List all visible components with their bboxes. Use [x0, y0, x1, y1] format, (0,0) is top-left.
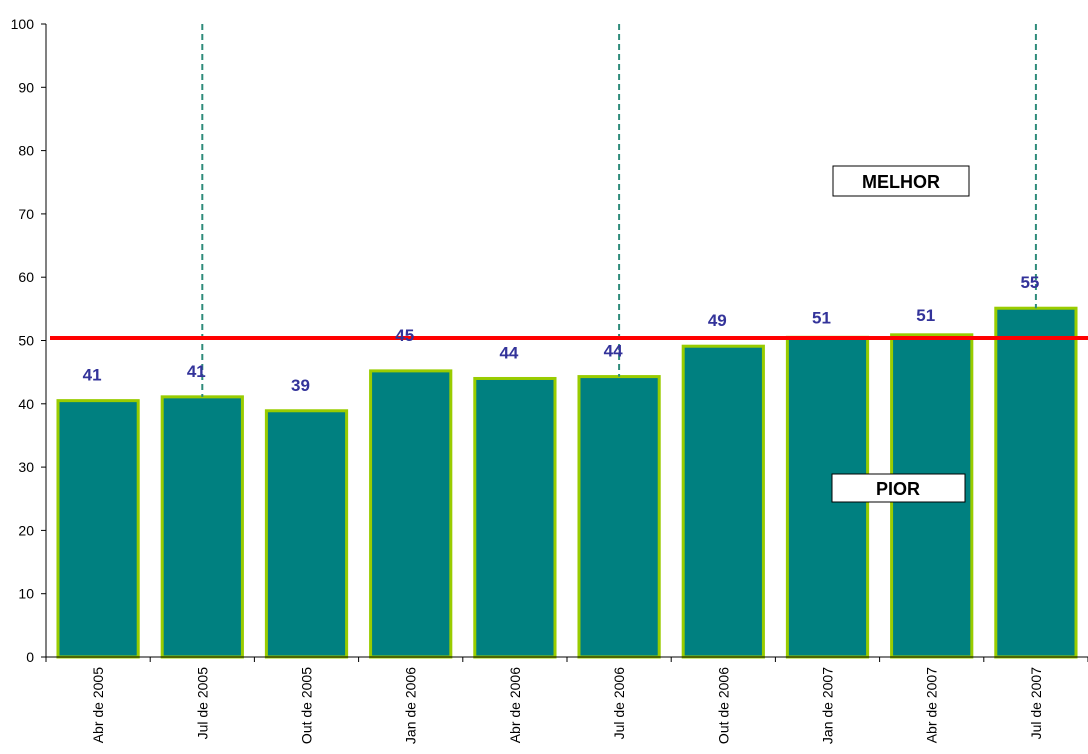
data-label: 49	[708, 311, 727, 330]
bar	[681, 344, 765, 659]
bar	[994, 306, 1078, 659]
y-tick-label: 70	[18, 206, 34, 222]
annotation-better-label: MELHOR	[862, 172, 940, 192]
data-label: 55	[1020, 273, 1039, 292]
x-tick-label: Abr de 2006	[507, 667, 523, 743]
y-tick-label: 40	[18, 396, 34, 412]
data-label: 45	[395, 326, 414, 345]
x-tick-label: Jul de 2006	[611, 667, 627, 740]
y-tick-label: 50	[18, 333, 34, 349]
data-label: 44	[604, 342, 623, 361]
annotation-worse: PIOR	[831, 473, 966, 503]
x-tick-label: Jan de 2006	[403, 667, 419, 744]
bar	[369, 369, 453, 659]
data-label: 51	[812, 308, 831, 327]
annotation-worse-label: PIOR	[876, 479, 920, 499]
x-axis: Abr de 2005 Jul de 2005 Out de 2005 Jan de …	[45, 656, 1088, 744]
bar	[160, 395, 244, 659]
x-tick-label: Jul de 2005	[194, 667, 210, 740]
bar	[56, 399, 140, 659]
bar	[264, 409, 349, 659]
x-tick-label: Out de 2006	[715, 667, 731, 744]
y-tick-label: 100	[11, 16, 35, 32]
data-label: 41	[187, 362, 206, 381]
x-tick-label: Jul de 2007	[1028, 667, 1044, 740]
data-label: 39	[291, 376, 310, 395]
data-label: 44	[499, 343, 518, 362]
y-tick-label: 10	[18, 586, 34, 602]
y-axis: 0 10 20 30 40 50 60 70 80 90 100	[11, 16, 47, 665]
x-tick-label: Abr de 2005	[90, 667, 106, 743]
data-label: 51	[916, 306, 935, 325]
y-tick-label: 0	[26, 649, 34, 665]
y-tick-label: 80	[18, 143, 34, 159]
data-label: 41	[83, 366, 102, 385]
y-tick-label: 30	[18, 459, 34, 475]
annotation-better: MELHOR	[832, 165, 970, 197]
x-tick-label: Out de 2005	[299, 667, 315, 744]
bar	[577, 375, 661, 659]
x-tick-label: Abr de 2007	[924, 667, 940, 743]
y-tick-label: 60	[18, 269, 34, 285]
vertical-markers	[201, 24, 1037, 397]
bar	[473, 376, 557, 659]
x-tick-label: Jan de 2007	[820, 667, 836, 744]
y-tick-label: 90	[18, 79, 34, 95]
y-tick-label: 20	[18, 522, 34, 538]
data-labels: 41 41 39 45 44 44 49 51 51 55	[83, 273, 1040, 395]
